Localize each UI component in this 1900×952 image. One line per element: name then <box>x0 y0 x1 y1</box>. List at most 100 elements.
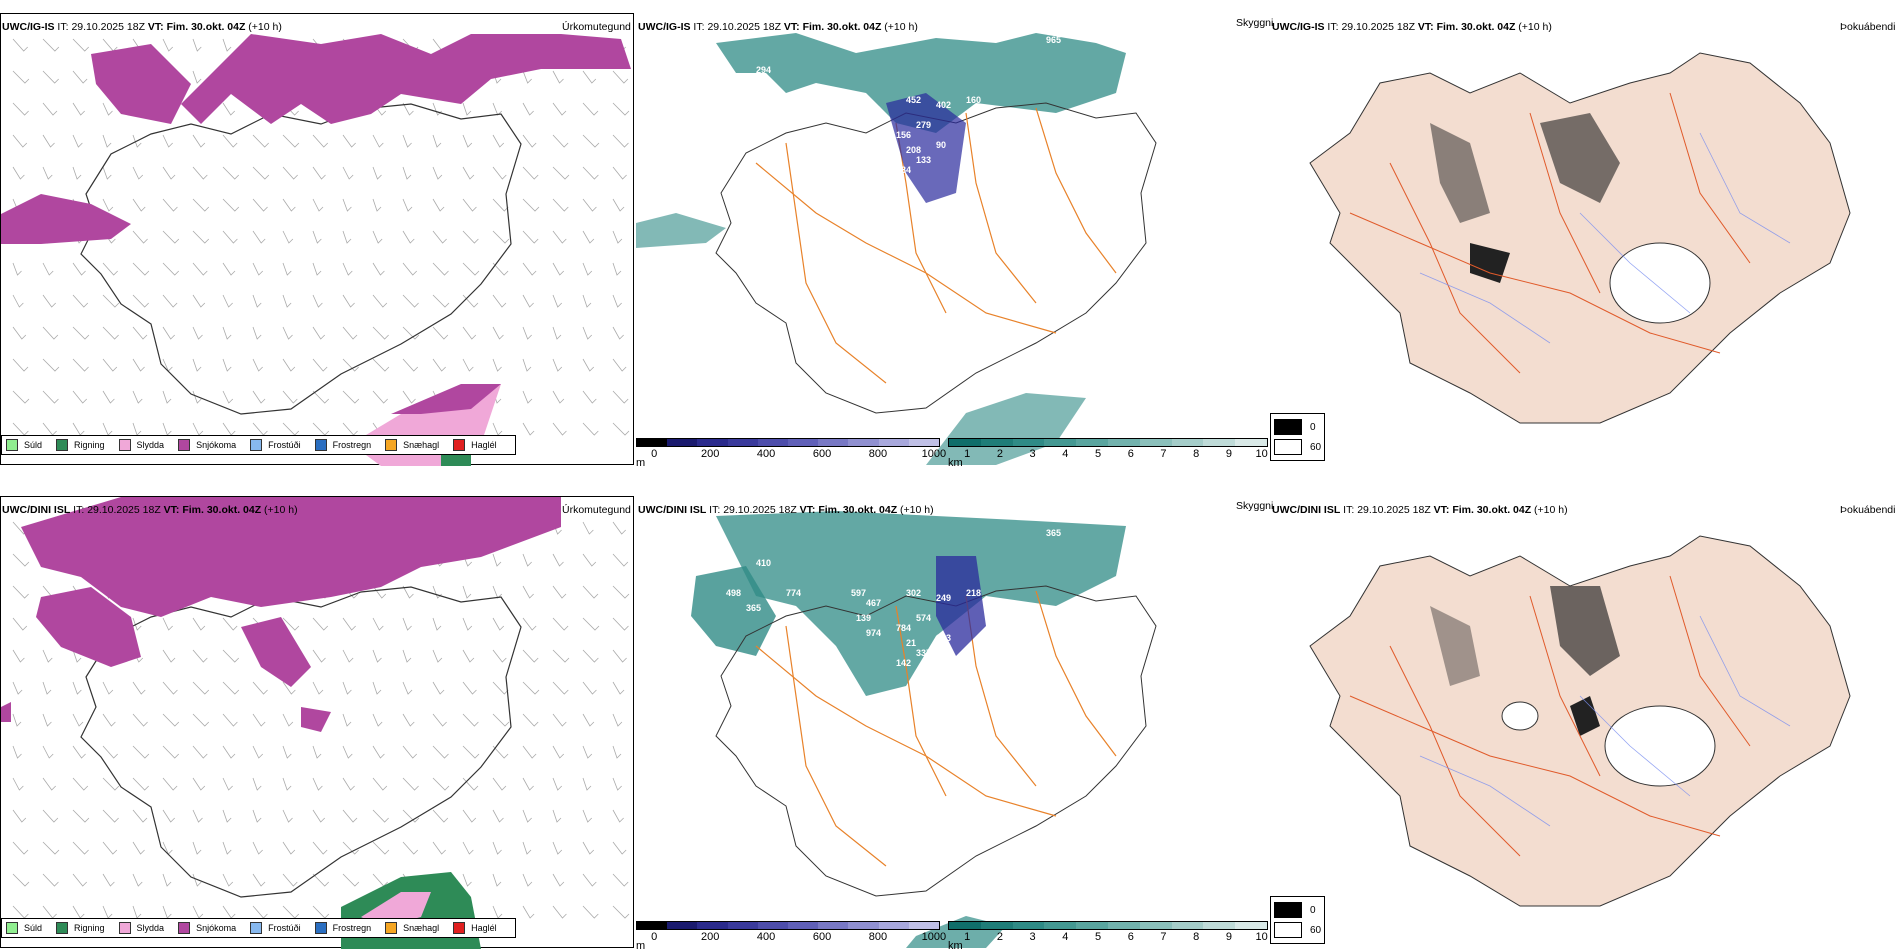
legend-label: Rigning <box>74 923 105 933</box>
wind-barb <box>252 841 263 855</box>
wind-barb <box>342 262 353 276</box>
wind-barb <box>12 553 30 567</box>
wind-barb <box>372 230 383 244</box>
height-colorbar-bottom: m 0 200 400 600 800 1000 <box>636 921 946 952</box>
wind-barb <box>252 873 266 887</box>
wind-barb <box>372 358 390 372</box>
legend-item: Súld <box>6 922 42 934</box>
cloud-title-bottom: Skyggni <box>1236 500 1274 512</box>
wind-barb <box>492 198 509 212</box>
wind-barb <box>552 713 567 727</box>
ceiling-label: 616 <box>856 120 871 130</box>
wind-barb <box>552 390 565 404</box>
wind-barb <box>402 841 419 855</box>
legend-swatch <box>250 439 263 451</box>
wind-barb <box>312 166 326 180</box>
wind-barb <box>462 326 477 340</box>
wind-barb <box>192 70 202 84</box>
wind-barb <box>12 585 29 599</box>
ceiling-label: 402 <box>936 100 951 110</box>
ceiling-label: 965 <box>1046 35 1061 45</box>
wind-barb <box>522 905 535 919</box>
wind-barb <box>282 745 292 759</box>
wind-barb <box>462 134 473 148</box>
wind-barb <box>162 422 172 436</box>
wind-barb <box>192 809 203 823</box>
wind-barb <box>582 521 594 535</box>
wind-barb <box>402 262 418 276</box>
legend-label: Frostregn <box>332 440 372 450</box>
wind-barb <box>132 905 142 919</box>
wind-barb <box>582 809 593 823</box>
wind-barb <box>42 809 59 823</box>
wind-barb <box>42 38 60 52</box>
wind-barb <box>132 745 150 759</box>
fog-legend-top: 0 60 <box>1270 413 1326 461</box>
colorbar-tick: 5 <box>1094 448 1102 460</box>
wind-barb <box>612 521 626 535</box>
wind-barb <box>282 873 298 887</box>
wind-barb <box>492 649 507 663</box>
wind-barb <box>342 745 353 759</box>
ceiling-label: 218 <box>966 588 981 598</box>
fog-legend-value: 0 <box>1310 904 1316 916</box>
wind-barb <box>192 777 206 791</box>
colorbar-tick: 4 <box>1062 931 1069 943</box>
legend-label: Frostúði <box>268 923 301 933</box>
colorbar-tick: 6 <box>1127 931 1134 943</box>
wind-barb <box>462 617 473 631</box>
legend-label: Slydda <box>136 440 165 450</box>
wind-barb <box>252 422 268 436</box>
wind-barb <box>312 230 322 244</box>
wind-barb <box>552 841 563 855</box>
wind-barb <box>402 166 412 180</box>
wind-barb <box>192 358 202 372</box>
wind-barb <box>282 326 293 340</box>
wind-barb <box>402 809 420 823</box>
wind-barb <box>342 809 358 823</box>
wind-barb <box>492 777 507 791</box>
wind-barb <box>72 262 86 276</box>
colorbar-cell <box>1235 439 1267 446</box>
wind-barb <box>102 745 118 759</box>
wind-barb <box>342 713 352 727</box>
wind-barb <box>462 102 472 116</box>
ceiling-label: 306 <box>866 105 881 115</box>
cloud-ceiling-panel-bottom: 365 410 498 774 365 597 467 302 249 218 139 574 974 7… <box>636 496 1266 948</box>
wind-barb <box>582 102 599 116</box>
wind-barb <box>522 617 537 631</box>
wind-barb <box>102 198 114 212</box>
wind-barb <box>12 841 29 855</box>
wind-barb <box>162 230 180 244</box>
legend-label: Snjókoma <box>196 440 237 450</box>
ceiling-label: 659 <box>876 225 891 235</box>
wind-barb <box>492 358 502 372</box>
wind-barb <box>102 326 119 340</box>
wind-barb <box>72 70 88 84</box>
wind-barb <box>432 294 450 308</box>
wind-barb <box>72 745 86 759</box>
wind-barb <box>582 777 592 791</box>
wind-barb <box>612 326 624 340</box>
wind-barb <box>552 326 562 340</box>
wind-barb <box>342 777 355 791</box>
wind-barb <box>12 422 29 436</box>
wind-barb <box>42 358 60 372</box>
wind-barb <box>312 390 330 404</box>
wind-barb <box>342 681 352 695</box>
wind-barb <box>552 166 570 180</box>
wind-barb <box>402 713 415 727</box>
ceiling-label: 156 <box>896 130 911 140</box>
fog-title-top: Þokuábendi <box>1840 21 1896 33</box>
legend-item: Frostúði <box>250 922 301 934</box>
wind-barb <box>222 38 232 52</box>
wind-barb <box>402 681 413 695</box>
wind-barb <box>12 809 27 823</box>
wind-barb <box>552 230 567 244</box>
wind-barb <box>102 873 115 887</box>
colorbar-tick: 600 <box>812 448 832 460</box>
wind-barb <box>222 905 236 919</box>
wind-barb <box>552 358 563 372</box>
wind-barb <box>552 681 569 695</box>
colorbar-cell <box>1139 439 1172 446</box>
